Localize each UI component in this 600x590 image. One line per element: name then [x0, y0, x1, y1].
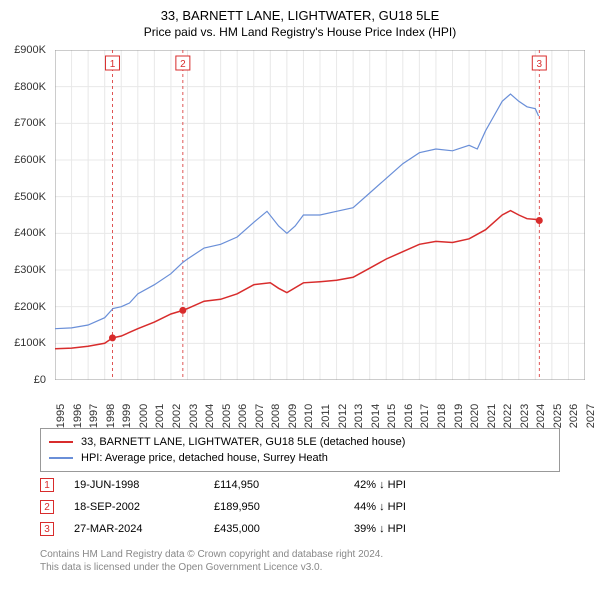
- x-axis-labels: 1995199619971998199920002001200220032004…: [55, 384, 585, 424]
- marker-row: 3 27-MAR-2024£435,00039% ↓ HPI: [40, 518, 560, 540]
- x-tick-label: 2026: [568, 404, 580, 428]
- marker-number-box: 2: [40, 500, 54, 514]
- marker-date: 27-MAR-2024: [74, 523, 214, 535]
- marker-date: 19-JUN-1998: [74, 479, 214, 491]
- x-tick-label: 2022: [502, 404, 514, 428]
- y-tick-label: £800K: [14, 81, 46, 93]
- legend-item: HPI: Average price, detached house, Surr…: [49, 450, 551, 466]
- x-tick-label: 2013: [353, 404, 365, 428]
- legend: 33, BARNETT LANE, LIGHTWATER, GU18 5LE (…: [40, 428, 560, 472]
- x-tick-label: 2020: [469, 404, 481, 428]
- x-tick-label: 2014: [370, 404, 382, 428]
- y-tick-label: £0: [34, 374, 46, 386]
- title-address: 33, BARNETT LANE, LIGHTWATER, GU18 5LE: [0, 8, 600, 23]
- x-tick-label: 2015: [386, 404, 398, 428]
- y-tick-label: £600K: [14, 154, 46, 166]
- x-tick-label: 2008: [270, 404, 282, 428]
- x-tick-label: 2007: [254, 404, 266, 428]
- x-tick-label: 2016: [403, 404, 415, 428]
- marker-date: 18-SEP-2002: [74, 501, 214, 513]
- x-tick-label: 2005: [221, 404, 233, 428]
- marker-price: £189,950: [214, 501, 354, 513]
- x-tick-label: 2025: [552, 404, 564, 428]
- title-subtitle: Price paid vs. HM Land Registry's House …: [0, 25, 600, 39]
- svg-text:2: 2: [180, 59, 186, 70]
- y-tick-label: £500K: [14, 191, 46, 203]
- x-tick-label: 2023: [519, 404, 531, 428]
- x-tick-label: 2019: [453, 404, 465, 428]
- x-tick-label: 2010: [303, 404, 315, 428]
- marker-diff: 39% ↓ HPI: [354, 523, 494, 535]
- x-tick-label: 2006: [237, 404, 249, 428]
- x-tick-label: 2011: [320, 404, 332, 428]
- x-tick-label: 2021: [486, 404, 498, 428]
- marker-price: £114,950: [214, 479, 354, 491]
- marker-row: 2 18-SEP-2002£189,95044% ↓ HPI: [40, 496, 560, 518]
- y-tick-label: £100K: [14, 337, 46, 349]
- x-tick-label: 2024: [535, 404, 547, 428]
- x-tick-label: 1999: [121, 404, 133, 428]
- y-tick-label: £900K: [14, 44, 46, 56]
- footer-line2: This data is licensed under the Open Gov…: [40, 561, 560, 574]
- legend-swatch: [49, 441, 73, 443]
- footer-line1: Contains HM Land Registry data © Crown c…: [40, 548, 560, 561]
- legend-swatch: [49, 457, 73, 459]
- x-tick-label: 1997: [88, 404, 100, 428]
- x-tick-label: 2017: [419, 404, 431, 428]
- marker-diff: 42% ↓ HPI: [354, 479, 494, 491]
- svg-text:3: 3: [537, 59, 543, 70]
- x-tick-label: 2009: [287, 404, 299, 428]
- title-block: 33, BARNETT LANE, LIGHTWATER, GU18 5LE P…: [0, 0, 600, 43]
- svg-text:1: 1: [110, 59, 116, 70]
- x-tick-label: 2012: [337, 404, 349, 428]
- marker-number-box: 1: [40, 478, 54, 492]
- marker-row: 1 19-JUN-1998£114,95042% ↓ HPI: [40, 474, 560, 496]
- y-tick-label: £700K: [14, 117, 46, 129]
- legend-item: 33, BARNETT LANE, LIGHTWATER, GU18 5LE (…: [49, 434, 551, 450]
- x-tick-label: 2003: [188, 404, 200, 428]
- x-tick-label: 2000: [138, 404, 150, 428]
- marker-price: £435,000: [214, 523, 354, 535]
- x-tick-label: 2001: [154, 404, 166, 428]
- footer: Contains HM Land Registry data © Crown c…: [40, 548, 560, 574]
- marker-number-box: 3: [40, 522, 54, 536]
- x-tick-label: 1995: [55, 404, 67, 428]
- y-axis-labels: £0£100K£200K£300K£400K£500K£600K£700K£80…: [0, 50, 50, 380]
- y-tick-label: £200K: [14, 301, 46, 313]
- x-tick-label: 1996: [72, 404, 84, 428]
- y-tick-label: £400K: [14, 227, 46, 239]
- legend-label: HPI: Average price, detached house, Surr…: [81, 452, 328, 464]
- x-tick-label: 2004: [204, 404, 216, 428]
- marker-table: 1 19-JUN-1998£114,95042% ↓ HPI 2 18-SEP-200…: [40, 474, 560, 540]
- chart-plot-area: 1 2 3: [55, 50, 585, 380]
- x-tick-label: 2002: [171, 404, 183, 428]
- y-tick-label: £300K: [14, 264, 46, 276]
- x-tick-label: 2018: [436, 404, 448, 428]
- chart-container: 33, BARNETT LANE, LIGHTWATER, GU18 5LE P…: [0, 0, 600, 590]
- marker-diff: 44% ↓ HPI: [354, 501, 494, 513]
- x-tick-label: 1998: [105, 404, 117, 428]
- legend-label: 33, BARNETT LANE, LIGHTWATER, GU18 5LE (…: [81, 436, 405, 448]
- x-tick-label: 2027: [585, 404, 597, 428]
- chart-svg: 1 2 3: [55, 50, 585, 380]
